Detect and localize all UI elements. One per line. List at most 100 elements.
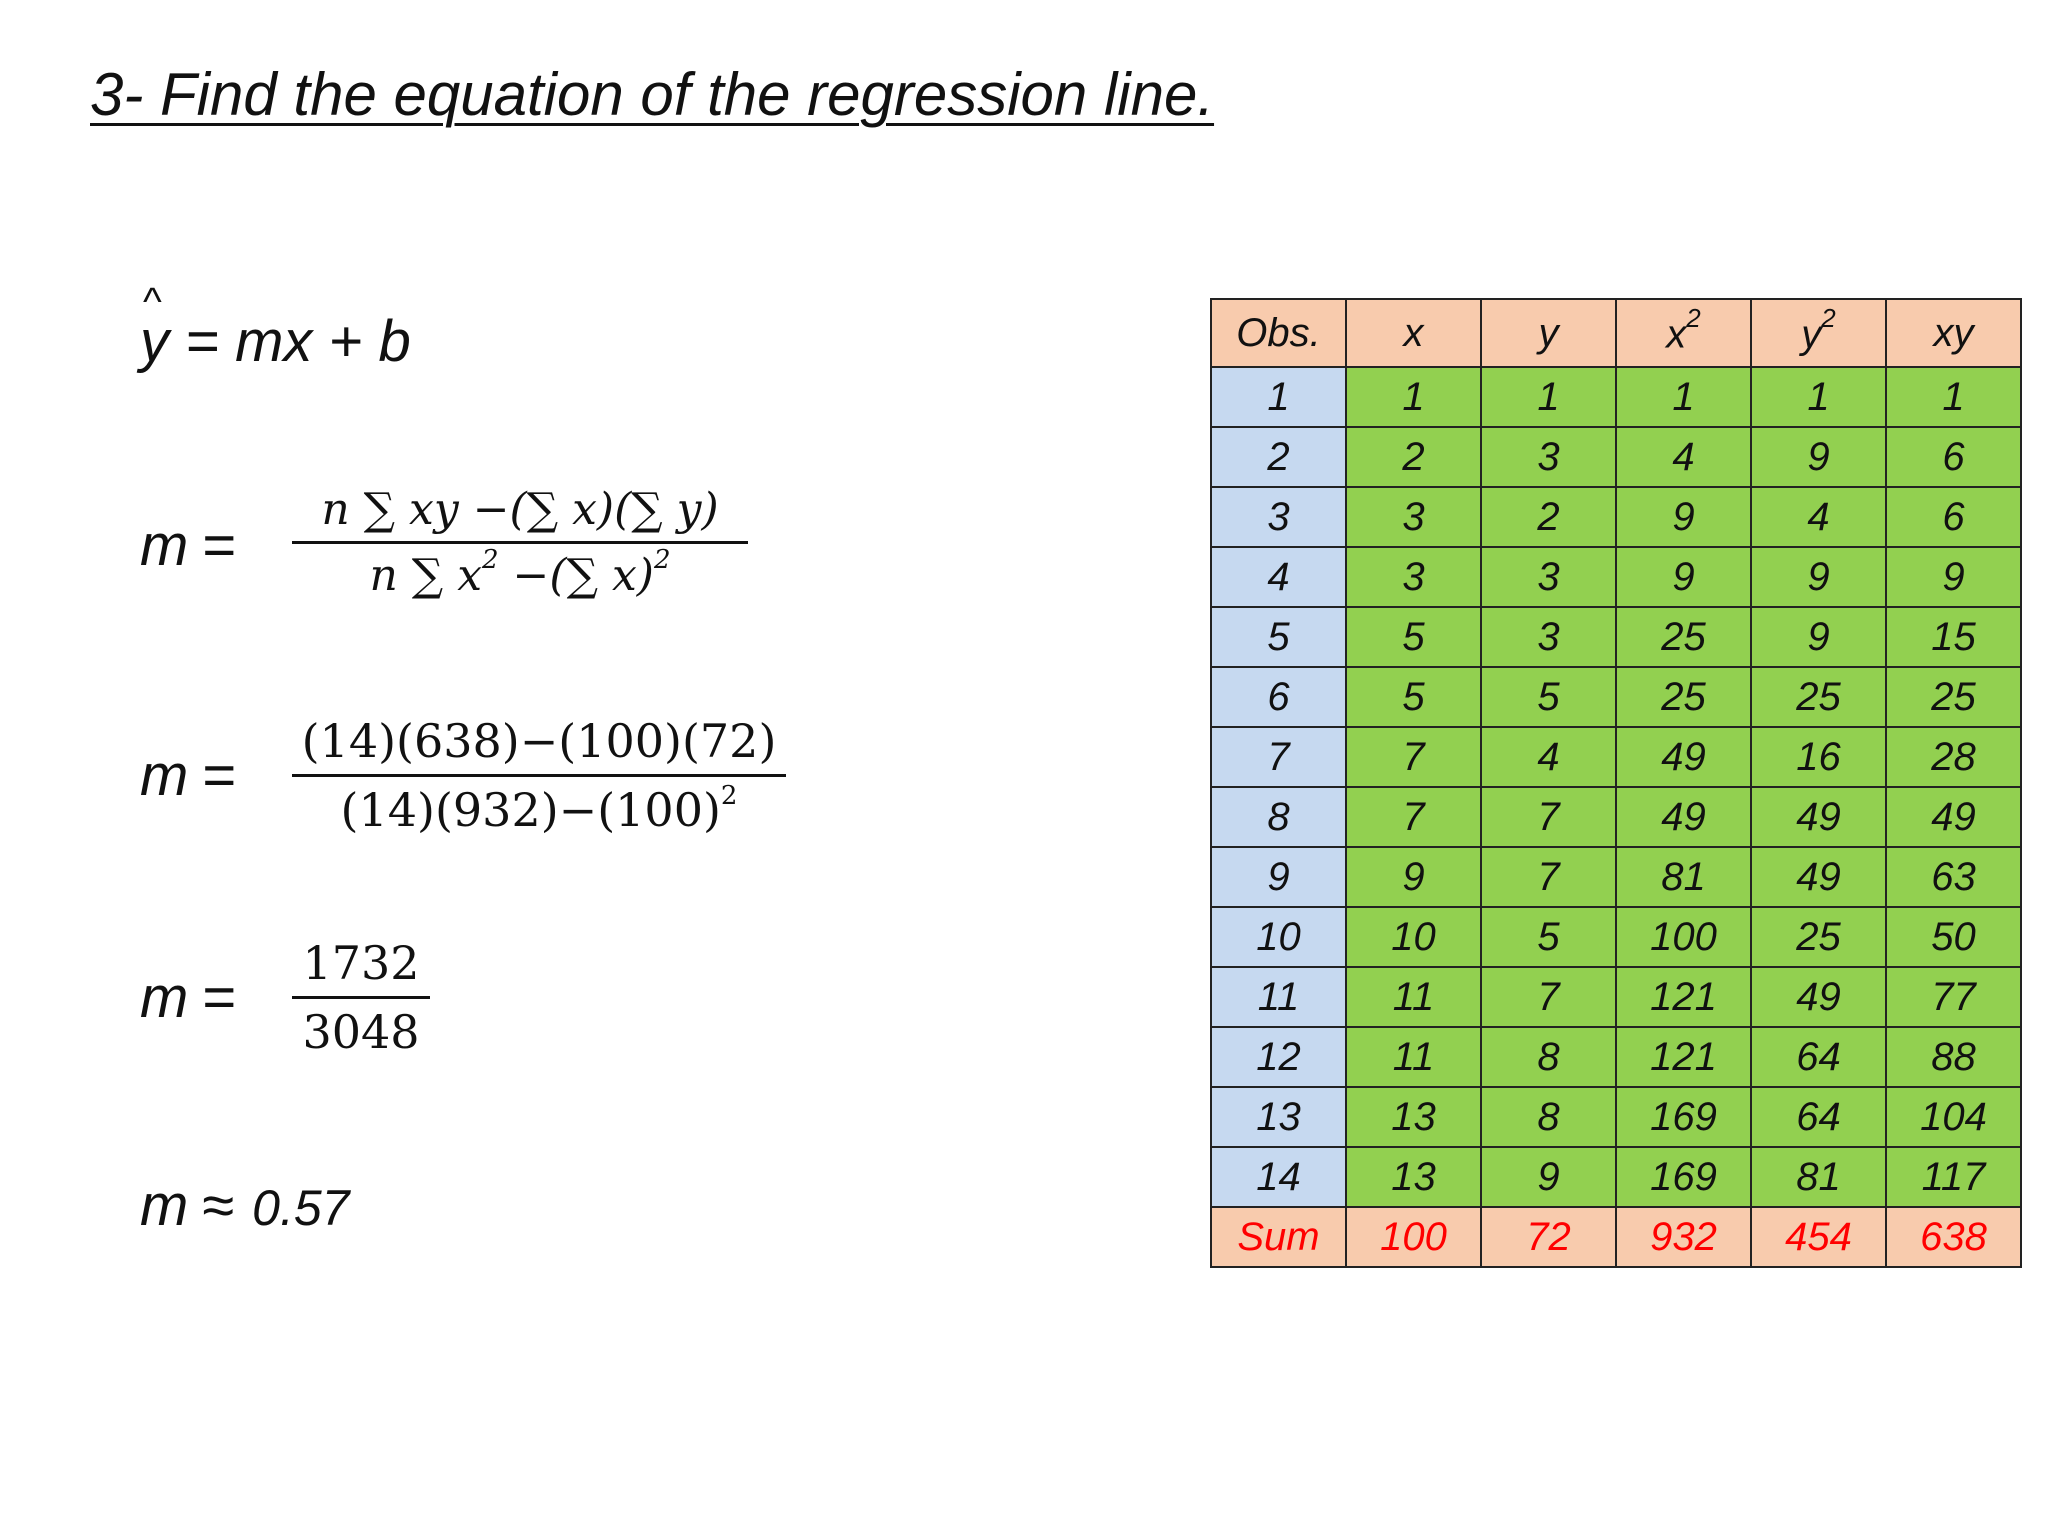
cell-y: 3: [1480, 606, 1617, 668]
equals-sign: =: [202, 743, 237, 808]
y-hat-symbol: y: [140, 280, 169, 375]
table-body: 1 1 1 1 1 1 2 2 3 4 9 6 3 3 2 9 4 6 4 3 3 9 9 9 5 5 3 25 9 15 6 5 5 25 25 2…: [1210, 366, 2022, 1268]
exponent: 2: [482, 545, 499, 576]
header-xy: xy: [1885, 298, 2022, 368]
cell-obs: 6: [1210, 666, 1347, 728]
cell-y: 1: [1480, 366, 1617, 428]
cell-y: 7: [1480, 846, 1617, 908]
cell-x-squared: 4: [1615, 426, 1752, 488]
sum-cell-obs: Sum: [1210, 1206, 1347, 1268]
exponent: 2: [653, 545, 671, 576]
cell-x: 3: [1345, 546, 1482, 608]
cell-xy: 117: [1885, 1146, 2022, 1208]
cell-x-squared: 121: [1615, 966, 1752, 1028]
table-row: 14 13 9 169 81 117: [1210, 1146, 2022, 1208]
denominator-part: −(∑ x): [498, 550, 654, 601]
m-symbol: m: [140, 1173, 189, 1238]
cell-x: 1: [1345, 366, 1482, 428]
cell-x-squared: 169: [1615, 1146, 1752, 1208]
header-exponent: 2: [1821, 302, 1836, 333]
cell-x-squared: 121: [1615, 1026, 1752, 1088]
sum-cell-y: 72: [1480, 1206, 1617, 1268]
cell-obs: 2: [1210, 426, 1347, 488]
sum-cell-y-squared: 454: [1750, 1206, 1887, 1268]
slope-formula-numerator: n ∑ xy −(∑ x)(∑ y): [321, 484, 719, 535]
cell-x-squared: 1: [1615, 366, 1752, 428]
cell-obs: 11: [1210, 966, 1347, 1028]
cell-y-squared: 4: [1750, 486, 1887, 548]
cell-xy: 15: [1885, 606, 2022, 668]
cell-x-squared: 169: [1615, 1086, 1752, 1148]
cell-y: 9: [1480, 1146, 1617, 1208]
header-obs: Obs.: [1210, 298, 1347, 368]
slide-title: 3- Find the equation of the regression l…: [90, 61, 1215, 128]
m-simplified-label: m =: [140, 964, 236, 1031]
cell-x: 5: [1345, 666, 1482, 728]
cell-y-squared: 16: [1750, 726, 1887, 788]
cell-obs: 8: [1210, 786, 1347, 848]
cell-y: 7: [1480, 966, 1617, 1028]
m-formula-label: m =: [140, 512, 236, 579]
slope-value: 0.57: [252, 1180, 350, 1236]
m-symbol: m: [140, 513, 189, 578]
cell-y-squared: 9: [1750, 546, 1887, 608]
approx-sign: ≈: [202, 1173, 235, 1238]
cell-obs: 9: [1210, 846, 1347, 908]
simplified-denominator: 3048: [302, 1005, 420, 1059]
sum-cell-x-squared: 932: [1615, 1206, 1752, 1268]
cell-xy: 9: [1885, 546, 2022, 608]
cell-xy: 28: [1885, 726, 2022, 788]
m-symbol: m: [140, 743, 189, 808]
sum-row: Sum 100 72 932 454 638: [1210, 1206, 2022, 1268]
cell-xy: 6: [1885, 426, 2022, 488]
header-base: x: [1666, 312, 1687, 357]
cell-x-squared: 9: [1615, 486, 1752, 548]
header-y-squared: y2: [1750, 298, 1887, 368]
cell-obs: 14: [1210, 1146, 1347, 1208]
cell-y-squared: 49: [1750, 846, 1887, 908]
cell-x: 9: [1345, 846, 1482, 908]
cell-x-squared: 25: [1615, 606, 1752, 668]
m-approx-result: m ≈0.57: [140, 1172, 350, 1239]
cell-y: 7: [1480, 786, 1617, 848]
slope-formula-denominator: n ∑ x2 −(∑ x)2: [292, 545, 748, 601]
cell-x-squared: 9: [1615, 546, 1752, 608]
cell-y: 8: [1480, 1026, 1617, 1088]
table-header-row: Obs. x y x2 y2 xy: [1210, 298, 2022, 368]
cell-y-squared: 81: [1750, 1146, 1887, 1208]
header-base: y: [1801, 312, 1822, 357]
cell-obs: 10: [1210, 906, 1347, 968]
cell-obs: 5: [1210, 606, 1347, 668]
cell-y: 3: [1480, 546, 1617, 608]
cell-y-squared: 64: [1750, 1086, 1887, 1148]
cell-x-squared: 49: [1615, 786, 1752, 848]
cell-obs: 13: [1210, 1086, 1347, 1148]
cell-xy: 50: [1885, 906, 2022, 968]
cell-x: 3: [1345, 486, 1482, 548]
cell-x: 2: [1345, 426, 1482, 488]
cell-x: 11: [1345, 1026, 1482, 1088]
slope-formula-fraction: n ∑ xy −(∑ x)(∑ y) n ∑ x2 −(∑ x)2: [292, 484, 748, 601]
regression-equation-rhs: = mx + b: [169, 309, 411, 374]
m-symbol: m: [140, 965, 189, 1030]
table-row: 6 5 5 25 25 25: [1210, 666, 2022, 728]
table-row: 9 9 7 81 49 63: [1210, 846, 2022, 908]
cell-x-squared: 25: [1615, 666, 1752, 728]
denominator-part: (14)(932)−(100): [340, 783, 721, 837]
cell-y: 4: [1480, 726, 1617, 788]
cell-y: 5: [1480, 906, 1617, 968]
cell-xy: 49: [1885, 786, 2022, 848]
substituted-fraction: (14)(638)−(100)(72) (14)(932)−(100)2: [292, 714, 786, 837]
cell-xy: 1: [1885, 366, 2022, 428]
cell-x: 7: [1345, 726, 1482, 788]
cell-y-squared: 49: [1750, 786, 1887, 848]
header-x-squared: x2: [1615, 298, 1752, 368]
table-row: 13 13 8 169 64 104: [1210, 1086, 2022, 1148]
cell-obs: 3: [1210, 486, 1347, 548]
cell-x-squared: 81: [1615, 846, 1752, 908]
